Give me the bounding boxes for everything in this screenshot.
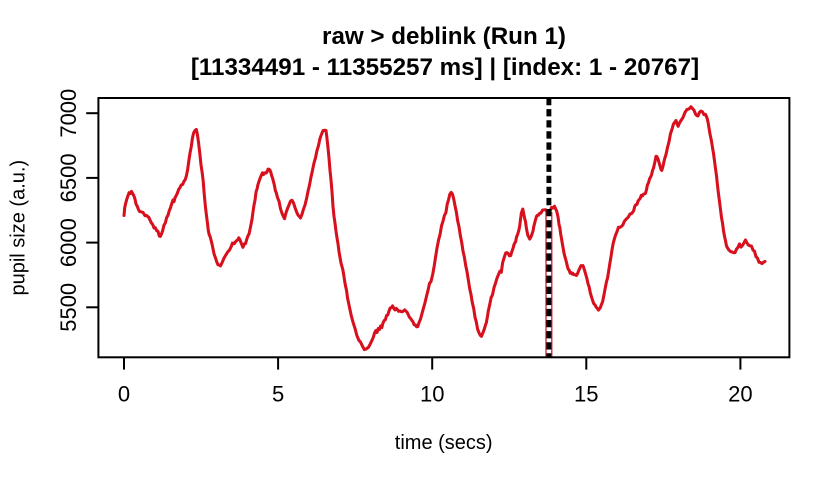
svg-text:15: 15 <box>574 382 598 407</box>
svg-text:[11334491 - 11355257 ms] | [in: [11334491 - 11355257 ms] | [index: 1 - 2… <box>191 54 699 81</box>
svg-text:pupil size (a.u.): pupil size (a.u.) <box>8 160 30 296</box>
svg-text:5500: 5500 <box>56 283 81 332</box>
svg-text:20: 20 <box>728 382 752 407</box>
svg-text:6000: 6000 <box>56 218 81 267</box>
svg-text:6500: 6500 <box>56 153 81 202</box>
svg-text:10: 10 <box>420 382 444 407</box>
svg-text:time (secs): time (secs) <box>395 432 493 454</box>
svg-text:0: 0 <box>118 382 130 407</box>
svg-text:7000: 7000 <box>56 89 81 138</box>
svg-text:5: 5 <box>272 382 284 407</box>
svg-text:raw > deblink (Run 1): raw > deblink (Run 1) <box>322 23 566 50</box>
